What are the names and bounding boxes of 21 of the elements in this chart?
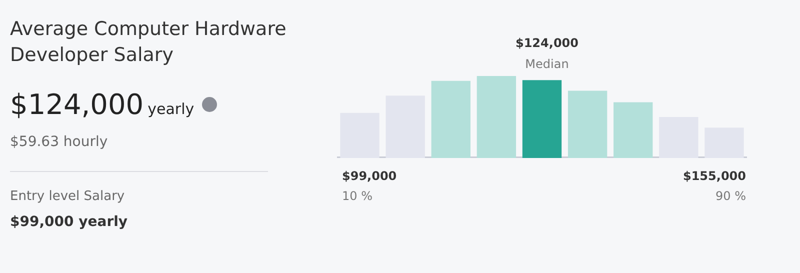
text: Average Computer Hardware Developer Salary xyxy=(10,17,288,68)
bar xyxy=(340,112,380,158)
bar xyxy=(614,102,653,158)
text: $99,000 xyxy=(342,169,397,183)
text: $155,000 xyxy=(682,169,746,183)
bar xyxy=(476,76,516,158)
text: $99,000 yearly xyxy=(10,214,128,230)
bar xyxy=(386,96,425,158)
bar xyxy=(522,80,562,158)
text: Entry level Salary xyxy=(10,189,125,204)
text: 90 % xyxy=(716,189,746,203)
bar xyxy=(568,90,608,158)
text: yearly xyxy=(148,100,194,118)
bar xyxy=(659,117,698,158)
text: $124,000 xyxy=(514,36,580,50)
text: $59.63 hourly xyxy=(10,134,108,150)
text: $124,000 xyxy=(10,88,144,121)
text: 10 % xyxy=(342,189,372,203)
text: Median xyxy=(524,57,570,71)
bar xyxy=(431,80,470,158)
bar xyxy=(704,128,744,158)
